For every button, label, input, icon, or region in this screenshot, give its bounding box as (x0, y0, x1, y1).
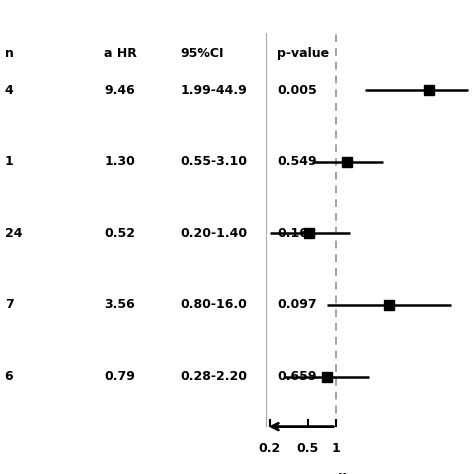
Text: p-value: p-value (277, 47, 329, 60)
Text: 7: 7 (5, 299, 13, 311)
Text: Adj: Adj (325, 473, 347, 474)
Text: 0.80-16.0: 0.80-16.0 (180, 299, 247, 311)
Text: 0.28-2.20: 0.28-2.20 (180, 370, 247, 383)
Text: 0.163: 0.163 (277, 227, 317, 240)
Text: 9.46: 9.46 (104, 84, 135, 97)
Text: 1: 1 (5, 155, 13, 168)
Text: 0.20-1.40: 0.20-1.40 (180, 227, 247, 240)
Text: 1: 1 (332, 442, 341, 456)
Text: 0.005: 0.005 (277, 84, 317, 97)
Text: 0.79: 0.79 (104, 370, 135, 383)
Text: 0.52: 0.52 (104, 227, 135, 240)
Text: 0.097: 0.097 (277, 299, 317, 311)
Text: 3.56: 3.56 (104, 299, 135, 311)
Text: 4: 4 (5, 84, 13, 97)
Text: 0.2: 0.2 (259, 442, 281, 456)
Text: 1.30: 1.30 (104, 155, 135, 168)
Text: a HR: a HR (104, 47, 137, 60)
Text: 95%CI: 95%CI (180, 47, 224, 60)
Text: 0.5: 0.5 (297, 442, 319, 456)
Text: 0.659: 0.659 (277, 370, 317, 383)
Text: 6: 6 (5, 370, 13, 383)
Text: 1.99-44.9: 1.99-44.9 (180, 84, 247, 97)
Text: 0.55-3.10: 0.55-3.10 (180, 155, 247, 168)
Text: 0.549: 0.549 (277, 155, 317, 168)
Text: 24: 24 (5, 227, 22, 240)
Text: n: n (5, 47, 14, 60)
